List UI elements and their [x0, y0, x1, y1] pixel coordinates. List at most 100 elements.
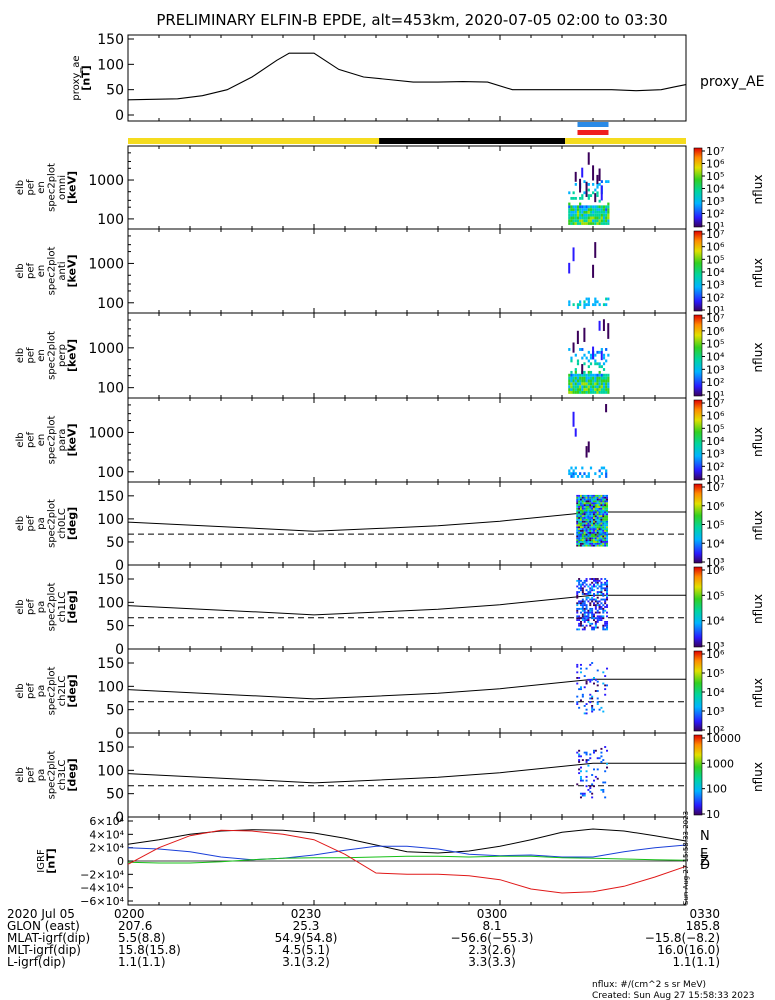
- flux-pixel: [581, 219, 584, 223]
- status-segment-sunlit: [565, 138, 686, 144]
- pa-flux-pixel: [576, 619, 579, 621]
- pa-flux-pixel: [596, 524, 599, 527]
- flux-pixel: [587, 194, 590, 197]
- pa-flux-pixel: [602, 583, 605, 586]
- flux-pixel: [570, 376, 573, 380]
- pa-flux-pixel: [604, 531, 607, 534]
- pa-flux-pixel: [581, 792, 584, 795]
- pa-flux-pixel: [589, 529, 592, 532]
- pa-flux-pixel: [579, 766, 582, 769]
- pa-flux-pixel: [583, 494, 586, 497]
- y-tick-label: 150: [97, 572, 124, 588]
- pa-flux-pixel: [576, 695, 579, 698]
- pa-flux-pixel: [578, 581, 581, 584]
- pa-flux-pixel: [583, 593, 586, 595]
- flux-pixel: [574, 219, 577, 223]
- flux-pixel: [592, 205, 595, 209]
- pa-flux-pixel: [576, 513, 579, 516]
- pa-flux-pixel: [585, 494, 588, 497]
- orbit-mark-red: [577, 130, 609, 135]
- pa-flux-pixel: [589, 785, 592, 788]
- flux-pixel: [581, 356, 584, 360]
- pa-flux-pixel: [581, 609, 584, 612]
- pa-flux-pixel: [587, 533, 590, 536]
- pa-flux-pixel: [583, 529, 586, 532]
- y-axis-label-line: [nT]: [44, 848, 57, 873]
- status-bar: [128, 122, 686, 144]
- pa-flux-pixel: [576, 500, 579, 503]
- pa-flux-pixel: [583, 498, 586, 501]
- pa-flux-pixel: [585, 751, 588, 754]
- pa-flux-pixel: [589, 509, 592, 512]
- footer-row-label: MLT-igrf(dip): [7, 943, 81, 957]
- y-axis-label-line: pef: [25, 599, 36, 616]
- plot-frame: [127, 34, 687, 122]
- pa-flux-pixel: [581, 615, 584, 618]
- flux-pixel: [570, 196, 573, 200]
- pa-flux-pixel: [593, 768, 595, 771]
- pa-flux-pixel: [576, 617, 579, 620]
- pa-flux-pixel: [593, 589, 595, 592]
- pa-flux-pixel: [604, 578, 607, 580]
- pa-flux-pixel: [581, 526, 584, 529]
- pa-flux-pixel: [576, 533, 579, 536]
- pa-flux-pixel: [576, 579, 579, 582]
- pa-flux-pixel: [606, 596, 609, 599]
- pa-flux-pixel: [604, 770, 607, 773]
- flux-pixel: [594, 242, 597, 258]
- pa-flux-pixel: [593, 619, 595, 621]
- pa-flux-pixel: [581, 498, 584, 501]
- pa-flux-pixel: [585, 596, 588, 599]
- flux-pixel: [600, 185, 603, 201]
- pa-flux-pixel: [585, 578, 588, 580]
- pa-flux-pixel: [594, 522, 597, 525]
- pa-flux-pixel: [598, 522, 601, 525]
- pa-flux-pixel: [578, 587, 581, 590]
- flux-pixel: [592, 379, 595, 383]
- colorbar-tick-label: 10³: [706, 705, 724, 718]
- pa-flux-pixel: [579, 686, 582, 689]
- pa-flux-pixel: [576, 515, 579, 518]
- pa-flux-pixel: [593, 494, 595, 497]
- pa-flux-pixel: [606, 518, 609, 521]
- pa-flux-pixel: [587, 526, 590, 529]
- flux-pixel: [581, 167, 584, 178]
- pa-flux-pixel: [583, 517, 586, 519]
- flux-pixel: [572, 472, 575, 476]
- colorbar-tick-label: 10⁴: [706, 266, 725, 279]
- pa-flux-pixel: [585, 505, 588, 508]
- flux-pixel: [607, 208, 610, 211]
- flux-pixel: [592, 213, 595, 217]
- y-tick-label: 50: [106, 787, 124, 803]
- flux-pixel: [579, 303, 582, 307]
- pa-flux-pixel: [602, 628, 605, 631]
- pa-flux-pixel: [596, 520, 599, 523]
- flux-pixel: [570, 466, 573, 470]
- pa-flux-pixel: [602, 500, 605, 503]
- loss-cone-line: [127, 678, 686, 700]
- flux-pixel: [568, 469, 571, 473]
- flux-pixel: [594, 216, 597, 220]
- pa-flux-pixel: [581, 531, 584, 534]
- pa-flux-pixel: [602, 710, 605, 713]
- flux-pixel: [572, 208, 575, 211]
- flux-pixel: [589, 356, 593, 360]
- pa-flux-pixel: [576, 541, 579, 543]
- pa-flux-pixel: [598, 526, 601, 529]
- pa-flux-pixel: [585, 544, 588, 547]
- pa-flux-pixel: [604, 515, 607, 518]
- pa-flux-pixel: [579, 520, 582, 523]
- pa-flux-pixel: [593, 583, 595, 586]
- pa-flux-pixel: [591, 511, 594, 514]
- pa-flux-pixel: [581, 504, 584, 506]
- pa-flux-pixel: [579, 777, 582, 780]
- pa-flux-pixel: [600, 515, 603, 518]
- pa-flux-pixel: [594, 509, 597, 512]
- pa-flux-pixel: [594, 537, 597, 540]
- colorbar-tick-label: 10²: [706, 376, 724, 389]
- pa-flux-pixel: [602, 539, 605, 542]
- flux-pixel: [585, 379, 588, 383]
- flux-pixel: [594, 222, 597, 225]
